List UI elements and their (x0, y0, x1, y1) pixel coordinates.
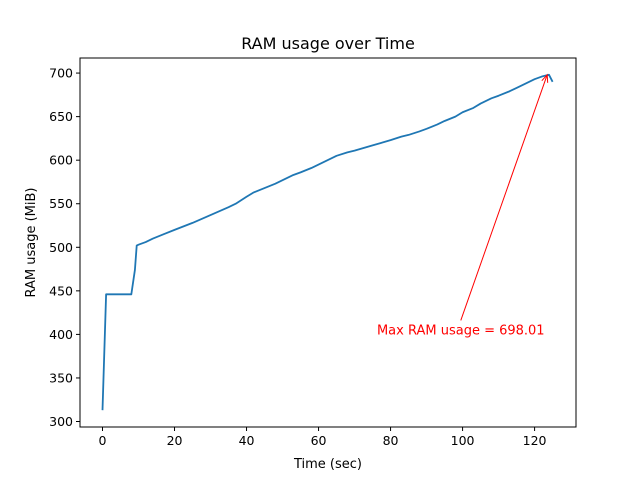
y-tick-label: 450 (49, 283, 73, 298)
y-tick-label: 700 (49, 66, 73, 81)
y-tick-label: 500 (49, 240, 73, 255)
x-axis-label: Time (sec) (293, 457, 362, 472)
x-tick-label: 40 (239, 433, 255, 448)
y-tick-label: 600 (49, 153, 73, 168)
y-tick-label: 350 (49, 370, 73, 385)
x-axis: 0 20 40 60 80 100 120 (99, 427, 547, 448)
x-tick-label: 20 (167, 433, 183, 448)
x-tick-label: 60 (311, 433, 327, 448)
x-tick-label: 120 (523, 433, 547, 448)
y-tick-label: 650 (49, 109, 73, 124)
max-usage-annotation: Max RAM usage = 698.01 (377, 323, 545, 338)
annotation-arrow-head (541, 73, 549, 83)
y-tick-label: 400 (49, 327, 73, 342)
x-tick-label: 80 (383, 433, 399, 448)
ram-usage-line (101, 73, 554, 411)
y-axis-label: RAM usage (MiB) (24, 188, 39, 298)
x-tick-label: 100 (451, 433, 475, 448)
y-axis: 300 350 400 450 500 550 600 650 700 (49, 66, 80, 429)
annotation-arrow-line (460, 74, 548, 321)
y-tick-label: 550 (49, 196, 73, 211)
x-tick-label: 0 (99, 433, 107, 448)
chart-title: RAM usage over Time (241, 34, 415, 53)
plot-area: Max RAM usage = 698.01 (101, 73, 554, 411)
axes-frame (79, 57, 577, 428)
y-tick-label: 300 (49, 414, 73, 429)
